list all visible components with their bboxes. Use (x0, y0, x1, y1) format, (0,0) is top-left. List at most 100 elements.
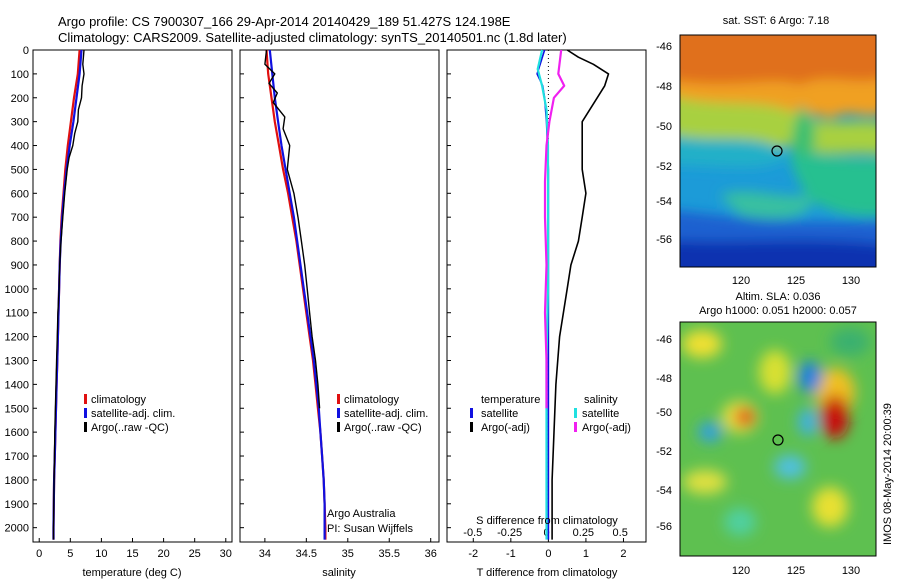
timestamp: IMOS 08-May-2014 20:00:39 (882, 403, 894, 545)
temperature-panel-frame (32, 49, 233, 543)
sla-lat-tick: -56 (656, 521, 672, 533)
x-tick-label: 15 (126, 548, 138, 560)
series-line-satellite-adj-clim- (268, 49, 326, 540)
depth-axis: 0 100 200 300 400 500 600 700 800 900 1000 1100 1200… (5, 45, 451, 535)
depth-tick-label: 700 (11, 212, 29, 224)
legend-climatology-label: climatology (91, 394, 147, 406)
sla-lon-tick: 120 (732, 565, 750, 577)
x-tick-label: 35 (342, 548, 354, 560)
sst-lon-tick: 120 (732, 275, 750, 287)
temperature-legend: climatology satellite-adj. clim. Argo(..… (84, 394, 175, 434)
sst-lat-tick: -52 (656, 161, 672, 173)
sla-lat-tick: -54 (656, 485, 672, 497)
sst-lat-tick: -56 (656, 234, 672, 246)
depth-tick-label: 1100 (5, 308, 29, 320)
x-tick-label: 0 (545, 548, 551, 560)
depth-tick-label: 500 (11, 164, 29, 176)
sla-map (680, 322, 876, 556)
legend-climatology-label: climatology (344, 394, 400, 406)
depth-tick-label: 1500 (5, 403, 29, 415)
sla-lon-ticks: 120 125 130 (732, 565, 860, 577)
legend-argo-label: Argo(..raw -QC) (91, 422, 169, 434)
depth-tick-label: 300 (11, 117, 29, 129)
legend-argo-swatch (84, 422, 87, 432)
difference-legend: temperature salinity satellite Argo(-adj… (470, 394, 631, 434)
legend-temp-satellite-swatch (470, 408, 473, 418)
legend-satellite-swatch (337, 408, 340, 418)
x-tick-label: 30 (220, 548, 232, 560)
depth-tick-label: 600 (11, 188, 29, 200)
figure-title-line1: Argo profile: CS 7900307_166 29-Apr-2014… (58, 14, 511, 29)
legend-argo-label: Argo(..raw -QC) (344, 422, 422, 434)
sst-map-frame (679, 34, 877, 268)
series-line-satellite-salinity- (536, 49, 550, 540)
x-tick-label: 36 (425, 548, 437, 560)
depth-tick-label: 100 (11, 69, 29, 81)
x-top-tick-label: -0.5 (463, 527, 482, 539)
legend-temp-argo-swatch (470, 422, 473, 432)
x-tick-label: 5 (67, 548, 73, 560)
sst-map-title: sat. SST: 6 Argo: 7.18 (723, 15, 829, 27)
legend-temp-argo-label: Argo(-adj) (481, 422, 530, 434)
x-top-tick-label: -0.25 (497, 527, 522, 539)
x-tick-label: 10 (95, 548, 107, 560)
x-tick-label: 1 (583, 548, 589, 560)
x-tick-label: 20 (157, 548, 169, 560)
x-top-tick-label: 0.5 (613, 527, 628, 539)
legend-sal-satellite-swatch (574, 408, 577, 418)
temperature-xlabel: temperature (deg C) (82, 567, 181, 579)
figure-title-line2: Climatology: CARS2009. Satellite-adjuste… (58, 30, 567, 45)
salinity-panel-frame (239, 49, 440, 543)
x-tick-label: 35.5 (379, 548, 400, 560)
sla-map-frame (679, 321, 877, 557)
legend-sal-argo-label: Argo(-adj) (582, 422, 631, 434)
legend-climatology-swatch (84, 394, 87, 404)
sla-lon-tick: 125 (787, 565, 805, 577)
sla-lat-tick: -52 (656, 446, 672, 458)
series-line-climatology (52, 49, 81, 540)
depth-tick-label: 1800 (5, 475, 29, 487)
series-line-argo-raw-qc- (264, 49, 321, 409)
x-tick-label: 2 (620, 548, 626, 560)
depth-tick-label: 0 (23, 45, 29, 57)
sla-lat-ticks: -46 -48 -50 -52 -54 -56 (656, 334, 672, 533)
depth-tick-label: 400 (11, 141, 29, 153)
x-tick-label: -2 (468, 548, 478, 560)
depth-tick-label: 2000 (5, 523, 29, 535)
depth-tick-label: 800 (11, 236, 29, 248)
depth-tick-label: 1900 (5, 499, 29, 511)
credit-line1: Argo Australia (327, 508, 396, 520)
depth-tick-label: 1600 (5, 427, 29, 439)
depth-tick-label: 1200 (5, 332, 29, 344)
depth-tick-label: 1000 (5, 284, 29, 296)
sst-lat-tick: -48 (656, 81, 672, 93)
legend-sal-satellite-label: satellite (582, 408, 619, 420)
sst-lon-tick: 130 (842, 275, 860, 287)
sst-lon-ticks: 120 125 130 (732, 275, 860, 287)
sst-map (680, 35, 876, 267)
x-tick-label: 34.5 (296, 548, 317, 560)
series-line-climatology (265, 49, 327, 540)
credit-line2: PI: Susan Wijffels (327, 523, 413, 535)
legend-sal-argo-swatch (574, 422, 577, 432)
legend-temperature-header: temperature (481, 394, 540, 406)
depth-tick-label: 1300 (5, 355, 29, 367)
sst-lat-tick: -54 (656, 196, 672, 208)
argo-location-marker (771, 145, 783, 157)
sst-lat-tick: -50 (656, 121, 672, 133)
series-line-argo-adj-temperature- (551, 49, 610, 540)
depth-tick-label: 900 (11, 260, 29, 272)
sla-lat-tick: -46 (656, 334, 672, 346)
x-top-tick-label: 0.25 (573, 527, 594, 539)
legend-satellite-swatch (84, 408, 87, 418)
sla-lat-tick: -50 (656, 407, 672, 419)
legend-argo-swatch (337, 422, 340, 432)
difference-panel-frame (446, 49, 647, 543)
sla-lon-tick: 130 (842, 565, 860, 577)
sla-map-title-line2: Argo h1000: 0.051 h2000: 0.057 (699, 305, 857, 317)
difference-xlabel: T difference from climatology (477, 567, 618, 579)
depth-tick-label: 200 (11, 93, 29, 105)
series-line-argo-adj-salinity- (543, 49, 566, 409)
x-tick-label: -1 (506, 548, 516, 560)
profile-panels: 0 5 10 15 20 25 30 34 34.5 35 35.5 36 -2 -1 0 1 2 -0.5 -0.… (36, 49, 628, 560)
